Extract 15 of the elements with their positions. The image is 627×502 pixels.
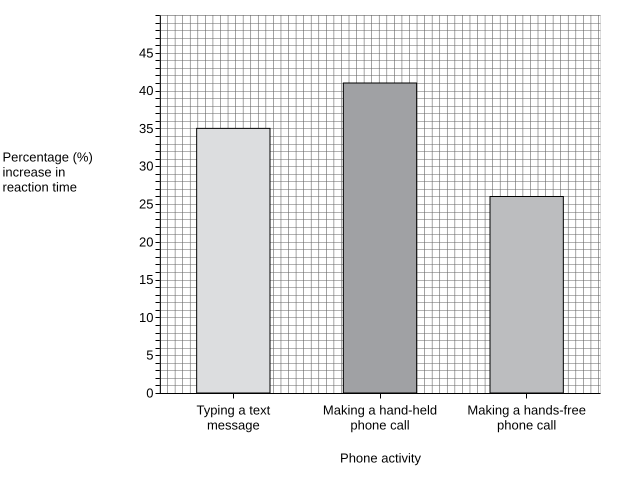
y-tick-label: 25	[139, 196, 154, 212]
y-tick-label: 15	[139, 272, 154, 288]
x-axis-title: Phone activity	[340, 450, 422, 466]
y-tick-label: 35	[139, 120, 154, 136]
y-tick-label: 0	[146, 386, 154, 400]
x-tick-label: Making a hands-free phone call	[467, 402, 586, 432]
y-tick-label: 40	[139, 83, 154, 98]
y-axis-title: Percentage (%) increase in reaction time	[2, 150, 93, 194]
x-tick-label: Making a hand-held phone call	[322, 402, 438, 432]
y-tick-label: 5	[146, 348, 154, 363]
x-tick-label: Typing a text message	[196, 402, 271, 432]
y-tick-label: 10	[139, 310, 154, 325]
y-tick-label: 30	[139, 158, 154, 174]
y-tick-label: 20	[139, 234, 154, 250]
y-tick-label: 45	[139, 45, 154, 60]
